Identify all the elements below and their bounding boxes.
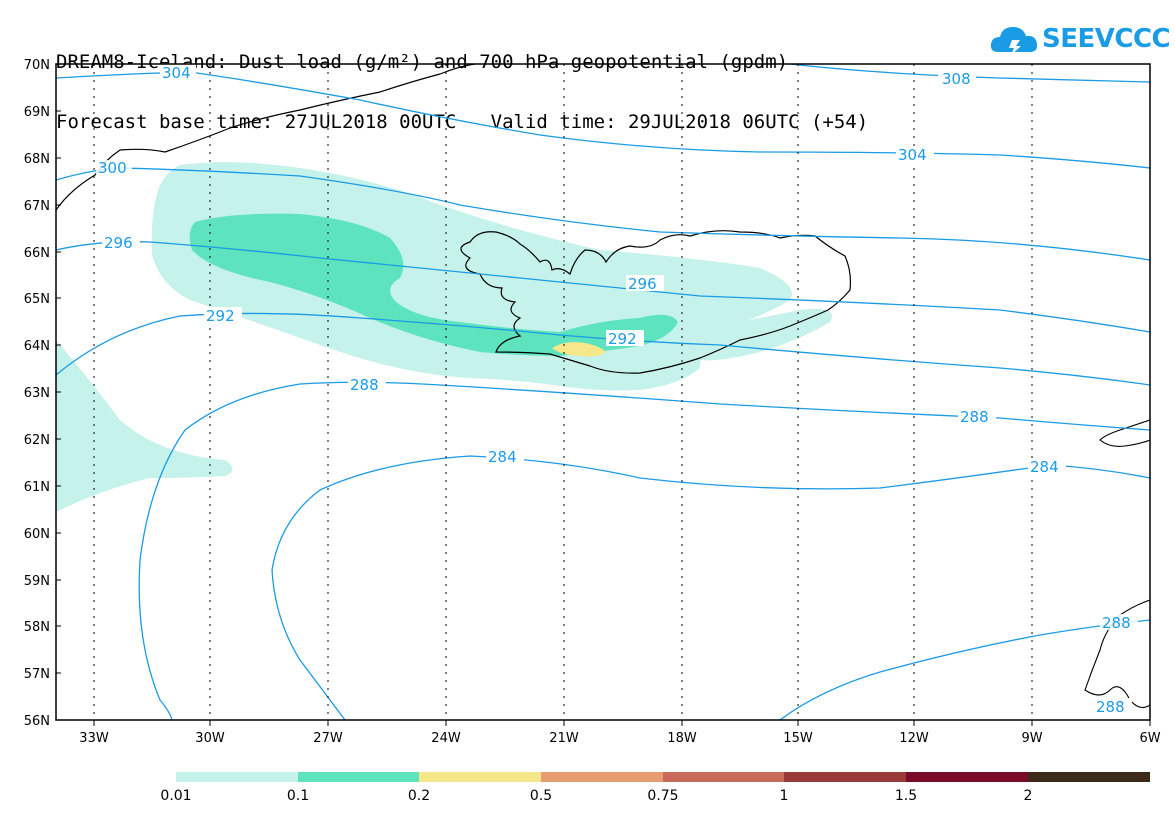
legend-swatch (784, 772, 906, 782)
lat-label: 58N (24, 620, 50, 635)
lat-label: 63N (24, 386, 50, 401)
lon-axis: 33W 30W 27W 24W 21W 18W 15W 12W 9W 6W (79, 720, 1161, 746)
legend-swatch (906, 772, 1028, 782)
legend-label: 0.75 (647, 788, 678, 804)
contour-labels: 304 308 304 300 296 296 292 292 288 288 … (96, 64, 1138, 716)
contour-284 (271, 455, 1150, 720)
map-title: DREAM8-Iceland: Dust load (g/m²) and 700… (56, 12, 868, 152)
lon-label: 21W (549, 731, 579, 746)
legend-swatch (298, 772, 419, 782)
legend-label: 0.5 (530, 788, 552, 804)
contour-288 (138, 381, 1150, 720)
lat-label: 56N (24, 714, 50, 729)
legend-label: 2 (1024, 788, 1033, 804)
contour-label: 288 (960, 408, 989, 426)
legend-swatch (541, 772, 663, 782)
lon-label: 6W (1139, 731, 1160, 746)
contour-label: 308 (942, 70, 971, 88)
contour-308 (789, 64, 1150, 83)
legend-label: 1 (780, 788, 789, 804)
title-line-1: DREAM8-Iceland: Dust load (g/m²) and 700… (56, 51, 789, 73)
contour-label: 284 (488, 448, 517, 466)
lat-label: 67N (24, 199, 50, 214)
contour-label: 284 (1030, 458, 1059, 476)
contour-292 (56, 312, 1150, 386)
lon-label: 27W (313, 731, 343, 746)
legend-swatch (176, 772, 298, 782)
lon-gridlines (93, 64, 1033, 720)
title-line-2: Forecast base time: 27JUL2018 00UTC Vali… (56, 111, 869, 133)
lat-label: 64N (24, 339, 50, 354)
lon-label: 15W (783, 731, 813, 746)
contour-label: 288 (1096, 698, 1125, 716)
lat-label: 70N (24, 58, 50, 73)
lat-label: 68N (24, 152, 50, 167)
lat-label: 62N (24, 433, 50, 448)
legend-swatch (419, 772, 541, 782)
lon-label: 30W (195, 731, 225, 746)
legend-label: 1.5 (895, 788, 917, 804)
lat-label: 57N (24, 667, 50, 682)
lat-label: 65N (24, 292, 50, 307)
legend-swatch (1028, 772, 1150, 782)
cloud-icon (990, 27, 1038, 55)
color-legend: 0.01 0.1 0.2 0.5 0.75 1 1.5 2 (160, 772, 1150, 804)
contour-label: 292 (206, 307, 235, 325)
lon-label: 24W (431, 731, 461, 746)
logo-text: SEEVCCC (1042, 24, 1171, 54)
lon-label: 9W (1021, 731, 1042, 746)
contour-300 (56, 167, 1150, 261)
contour-label: 304 (898, 146, 927, 164)
contour-label: 288 (350, 376, 379, 394)
contour-label: 296 (104, 234, 133, 252)
contour-304 (56, 71, 1150, 169)
lon-label: 33W (79, 731, 109, 746)
lat-label: 60N (24, 527, 50, 542)
dust-area-light-west (56, 340, 233, 512)
map-content (56, 64, 1150, 720)
lon-label: 12W (899, 731, 929, 746)
lat-label: 69N (24, 105, 50, 120)
contour-label: 296 (628, 275, 657, 293)
lon-label: 18W (667, 731, 697, 746)
lat-axis: 70N 69N 68N 67N 66N 65N 64N 63N 62N 61N … (24, 58, 61, 729)
dust-area-high (552, 342, 606, 357)
contour-288-se (779, 619, 1150, 720)
contour-296 (56, 241, 1150, 333)
legend-label: 0.01 (160, 788, 191, 804)
contour-label: 300 (98, 159, 127, 177)
lat-label: 61N (24, 480, 50, 495)
contour-label: 292 (608, 330, 637, 348)
legend-swatch (663, 772, 784, 782)
lat-label: 59N (24, 574, 50, 589)
seevccc-logo: SEEVCCC (990, 20, 1171, 60)
contour-label: 304 (162, 64, 191, 82)
contour-label: 288 (1102, 614, 1131, 632)
dust-area-medium (189, 213, 678, 356)
norway-coastline (1099, 419, 1150, 447)
lat-label: 66N (24, 246, 50, 261)
legend-label: 0.1 (287, 788, 309, 804)
legend-label: 0.2 (408, 788, 430, 804)
